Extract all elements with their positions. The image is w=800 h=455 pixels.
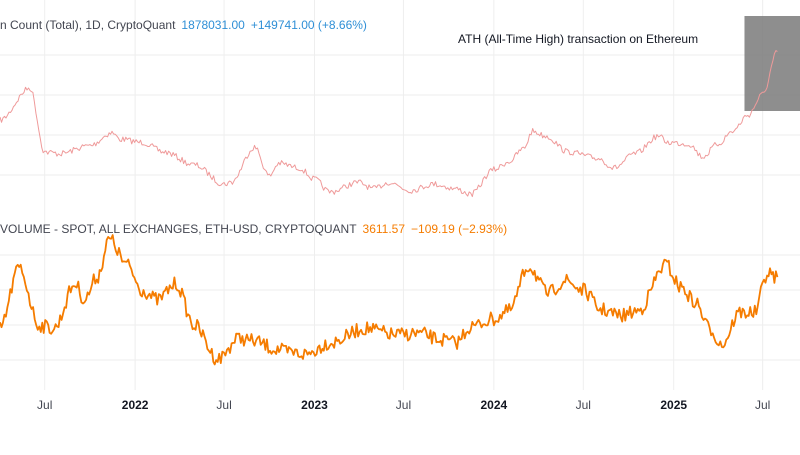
bottom-series-line [0,235,777,364]
top-series-legend-last: 1878031.00 [181,18,244,32]
x-tick-label-1: 2022 [122,398,149,412]
x-tick-label-7: 2025 [660,398,687,412]
bottom-series-legend-last: 3611.57 [363,222,406,236]
x-tick-label-8: Jul [755,398,770,412]
x-tick-label-4: Jul [396,398,411,412]
top-series-legend-change: +149741.00 (+8.66%) [251,18,367,32]
x-tick-label-6: Jul [576,398,591,412]
bottom-series-legend-name: VOLUME - SPOT, ALL EXCHANGES, ETH-USD, C… [0,222,357,236]
x-tick-label-2: Jul [216,398,231,412]
x-tick-label-5: 2024 [481,398,508,412]
bottom-series-legend-change: −109.19 (−2.93%) [411,222,507,236]
ath-annotation: ATH (All-Time High) transaction on Ether… [458,32,698,46]
bottom-series-legend[interactable]: VOLUME - SPOT, ALL EXCHANGES, ETH-USD, C… [0,221,507,237]
x-axis: Jul 2022 Jul 2023 Jul 2024 Jul 2025 Jul [37,398,770,412]
x-tick-label-0: Jul [37,398,52,412]
top-series-legend-name: n Count (Total), 1D, CryptoQuant [0,18,175,32]
bottom-series-pane [0,235,777,364]
x-tick-label-3: 2023 [301,398,328,412]
top-series-legend[interactable]: n Count (Total), 1D, CryptoQuant 1878031.… [0,17,367,33]
